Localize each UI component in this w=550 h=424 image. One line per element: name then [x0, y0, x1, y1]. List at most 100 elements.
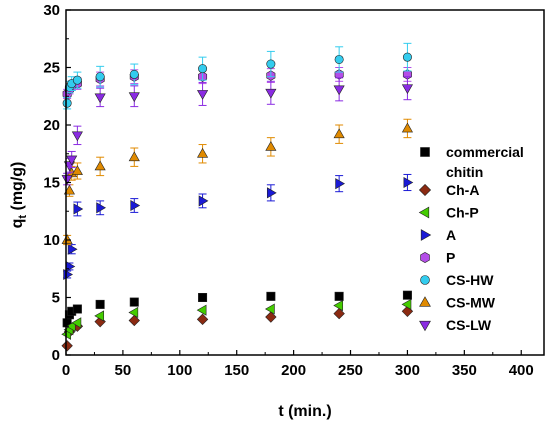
data-point	[198, 195, 209, 207]
legend-label: P	[446, 250, 455, 266]
data-point	[71, 131, 83, 142]
y-tick-label: 20	[43, 117, 60, 134]
data-point	[266, 187, 277, 199]
data-point	[401, 122, 413, 133]
data-point	[61, 234, 73, 244]
data-point	[94, 93, 106, 104]
data-point	[71, 317, 82, 329]
y-tick-label: 5	[52, 290, 60, 307]
legend-item: P	[420, 250, 455, 266]
legend-label: A	[446, 227, 456, 243]
legend-label: commercial	[446, 144, 524, 160]
data-point	[128, 314, 140, 327]
legend-item: commercial chitin	[420, 144, 524, 180]
legend-label: chitin	[446, 164, 483, 180]
data-point	[265, 88, 277, 99]
x-tick-label: 400	[509, 362, 534, 379]
legend-marker	[420, 229, 432, 241]
data-point	[65, 320, 76, 332]
data-point	[198, 292, 208, 302]
x-tick-label: 200	[281, 362, 306, 379]
series-cs-mw	[61, 118, 413, 246]
legend-item: Ch-P	[418, 205, 479, 221]
data-point	[61, 175, 73, 185]
data-point	[197, 90, 209, 100]
data-point	[72, 304, 82, 314]
legend: commercial chitin Ch-A Ch-P AP CS-HW CS-MW CS-L…	[418, 144, 524, 333]
data-point	[333, 307, 345, 320]
data-point	[71, 165, 83, 175]
legend-label: Ch-A	[446, 182, 479, 198]
data-point	[333, 85, 345, 96]
plot-marks	[61, 42, 414, 352]
legend-label: CS-HW	[446, 272, 494, 288]
legend-item: CS-HW	[420, 272, 494, 288]
data-point	[402, 52, 412, 62]
data-point	[198, 64, 208, 74]
data-point	[63, 184, 75, 195]
data-point	[334, 54, 344, 64]
data-point	[67, 243, 78, 255]
x-tick-label: 250	[338, 362, 363, 379]
y-tick-label: 15	[43, 175, 60, 192]
legend-item: CS-LW	[419, 317, 492, 333]
data-point	[73, 203, 84, 215]
data-point	[129, 69, 139, 79]
data-point	[196, 313, 209, 326]
legend-item: Ch-A	[418, 182, 479, 198]
x-tick-label: 100	[167, 362, 192, 379]
data-point	[402, 290, 412, 300]
data-point	[128, 306, 139, 319]
data-point	[61, 340, 73, 352]
data-point	[95, 299, 105, 309]
data-point	[403, 176, 414, 189]
data-point	[129, 297, 139, 307]
x-tick-label: 300	[395, 362, 420, 379]
y-axis-title-main: q	[9, 219, 26, 229]
data-point	[266, 291, 276, 301]
data-point	[95, 72, 105, 82]
data-point	[196, 304, 207, 316]
data-point	[96, 202, 106, 214]
x-tick-label: 350	[452, 362, 477, 379]
y-tick-label: 0	[52, 347, 60, 364]
series-cs-lw	[61, 76, 413, 186]
x-tick-label: 150	[224, 362, 249, 379]
data-point	[66, 155, 78, 166]
data-point	[334, 291, 344, 301]
x-tick-label: 0	[62, 362, 70, 379]
series-p	[62, 67, 412, 100]
legend-label: Ch-P	[446, 205, 479, 221]
x-axis-title: t (min.)	[278, 403, 331, 420]
data-point	[94, 310, 105, 322]
data-point	[128, 151, 140, 162]
legend-item: A	[420, 227, 456, 243]
legend-marker	[420, 251, 430, 264]
legend-marker	[420, 275, 430, 285]
data-point	[62, 98, 72, 108]
data-point	[94, 160, 106, 171]
series-cs-hw	[62, 42, 412, 110]
data-point	[266, 59, 276, 69]
y-tick-label: 25	[43, 60, 60, 77]
y-axis-title: qt (mg/g)	[9, 162, 29, 229]
y-tick-label: 30	[43, 2, 60, 19]
legend-marker	[418, 183, 432, 197]
data-point	[335, 178, 345, 190]
data-point	[72, 75, 82, 85]
data-point	[333, 299, 344, 312]
legend-marker	[420, 147, 430, 157]
y-axis-title-unit: (mg/g)	[9, 162, 26, 215]
legend-marker	[419, 320, 431, 332]
data-point	[265, 311, 277, 323]
y-axis-title-subscript: t	[17, 215, 29, 219]
data-point	[197, 147, 209, 158]
series-commercial-chitin	[62, 290, 412, 328]
data-point	[401, 84, 413, 95]
data-point	[401, 298, 412, 310]
data-point	[333, 128, 345, 139]
axes: 0 50 100 150 200 250 300 350 400 0 5 10 15 20 25 30	[43, 2, 533, 379]
data-point	[128, 92, 140, 103]
legend-item: CS-MW	[419, 295, 496, 311]
